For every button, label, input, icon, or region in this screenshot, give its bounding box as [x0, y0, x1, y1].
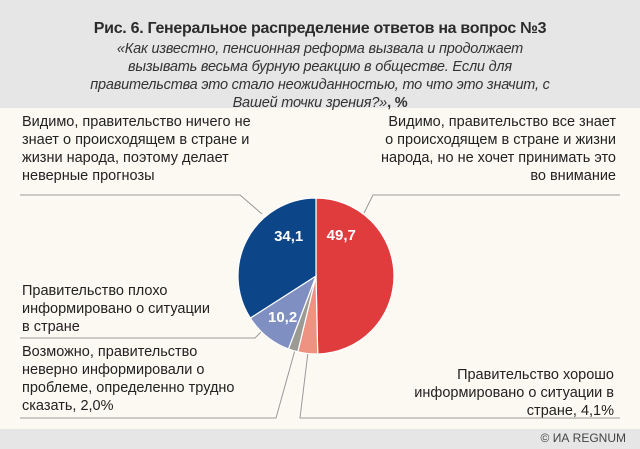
label-poorly-informed: Правительство плохо информировано о ситу… — [22, 283, 210, 335]
leader-line-misinformed — [20, 349, 296, 419]
leader-line-well-informed — [299, 351, 620, 419]
leader-line-knows-nothing — [20, 194, 263, 215]
label-well-informed: Правительство хорошо информировано о сит… — [414, 367, 614, 419]
leader-line-knows-everything — [363, 194, 620, 214]
label-knows-everything: Видимо, правительство все знает о происх… — [381, 114, 616, 184]
data-label: 49,7 — [327, 227, 356, 244]
copyright: © ИА REGNUM — [540, 431, 626, 445]
chart-title: Рис. 6. Генеральное распределение ответо… — [93, 20, 547, 37]
data-label: 34,1 — [274, 228, 303, 245]
label-knows-nothing: Видимо, правительство ничего не знает о … — [22, 114, 251, 184]
slice-knows-everything — [315, 197, 395, 355]
label-misinformed: Возможно, правительство неверно информир… — [22, 344, 235, 414]
subtitle-question: «Как известно, пенсионная реформа вызвал… — [90, 41, 550, 111]
footer: © ИА REGNUM — [0, 429, 640, 449]
data-label: 10,2 — [268, 309, 297, 326]
slice-knows-nothing — [237, 197, 317, 319]
header: Рис. 6. Генеральное распределение ответо… — [0, 0, 640, 111]
subtitle-unit: , % — [387, 95, 408, 111]
leader-line-poorly-informed — [20, 329, 264, 339]
chart-subtitle: «Как известно, пенсионная реформа вызвал… — [85, 40, 555, 112]
